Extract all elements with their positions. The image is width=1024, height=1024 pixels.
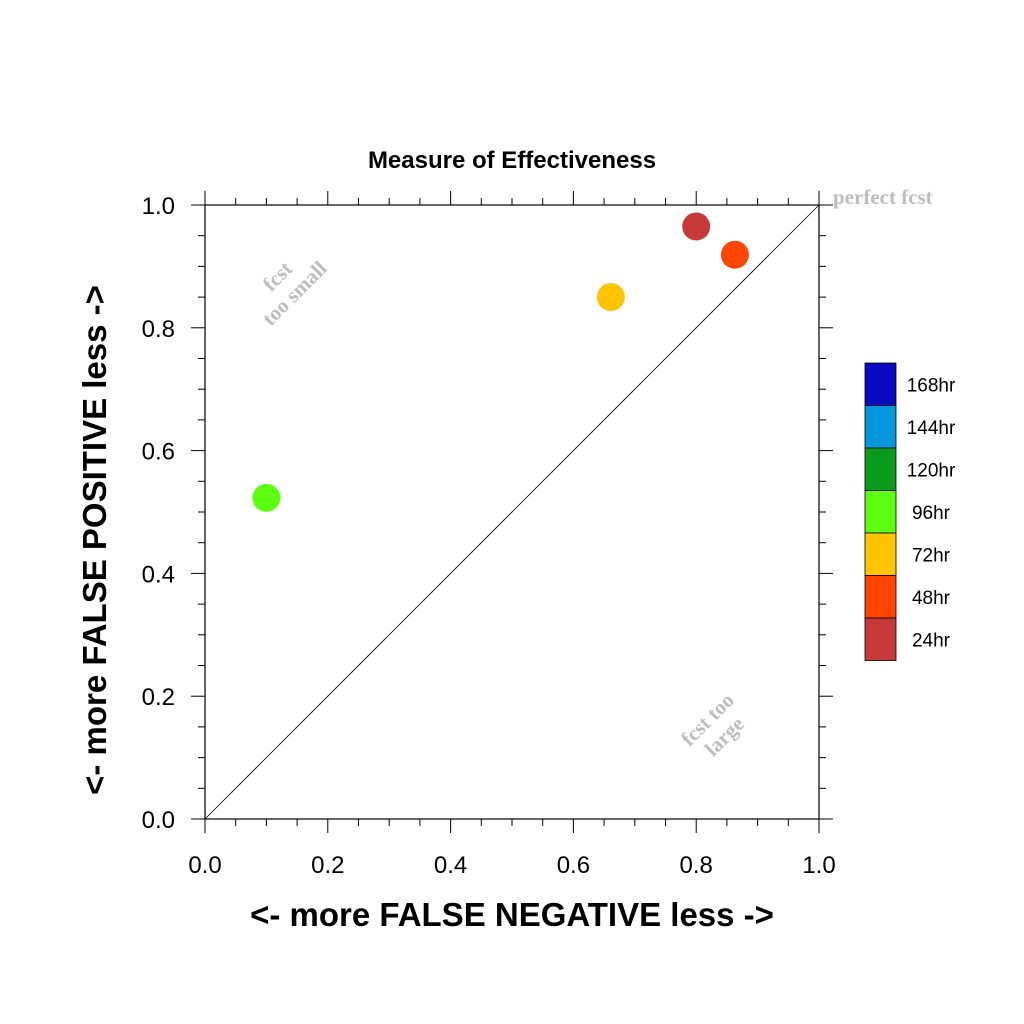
data-point-72hr bbox=[596, 283, 625, 312]
perfect-forecast-annotation: perfect fcst bbox=[833, 185, 933, 209]
legend-swatch-72hr bbox=[864, 532, 897, 576]
axis-ticks bbox=[191, 191, 833, 833]
x-tick-label: 0.6 bbox=[557, 852, 590, 879]
y-tick-label: 0.8 bbox=[142, 316, 175, 343]
too-small-annotation: fcst too small bbox=[257, 256, 331, 330]
y-tick-label: 0.2 bbox=[142, 684, 175, 711]
x-tick-label: 0.4 bbox=[434, 852, 467, 879]
data-points bbox=[252, 212, 749, 512]
chart-title: Measure of Effectiveness bbox=[368, 147, 656, 174]
data-point-48hr bbox=[720, 240, 749, 269]
x-tick-label: 0.2 bbox=[311, 852, 344, 879]
legend-swatch-120hr bbox=[864, 447, 897, 491]
legend-swatch-48hr bbox=[864, 575, 897, 619]
legend-label: 72hr bbox=[912, 545, 951, 566]
y-axis-label: <- more FALSE POSITIVE less -> bbox=[76, 285, 113, 795]
legend-label: 24hr bbox=[912, 630, 951, 651]
data-point-24hr bbox=[682, 212, 711, 241]
x-axis-label: <- more FALSE NEGATIVE less -> bbox=[250, 896, 774, 933]
legend-label: 48hr bbox=[912, 588, 951, 609]
x-tick-label: 0.8 bbox=[680, 852, 713, 879]
data-point-96hr bbox=[252, 483, 281, 512]
too-large-annotation: fcst too large bbox=[676, 688, 749, 761]
legend-label: 144hr bbox=[907, 418, 956, 439]
y-tick-label: 0.0 bbox=[142, 807, 175, 834]
legend-swatch-144hr bbox=[864, 405, 897, 449]
legend-swatch-24hr bbox=[864, 617, 897, 661]
legend-label: 168hr bbox=[907, 375, 956, 396]
y-tick-label: 0.4 bbox=[142, 561, 175, 588]
y-tick-label: 0.6 bbox=[142, 439, 175, 466]
y-tick-label: 1.0 bbox=[142, 193, 175, 220]
legend: 168hr 144hr 120hr 96hr 72hr 48hr 24hr bbox=[864, 362, 956, 661]
x-tick-label: 0.0 bbox=[188, 852, 221, 879]
x-tick-label: 1.0 bbox=[802, 852, 835, 879]
legend-swatch-168hr bbox=[864, 362, 897, 406]
legend-label: 120hr bbox=[907, 460, 956, 481]
reference-diagonal-line bbox=[204, 204, 820, 820]
legend-label: 96hr bbox=[912, 503, 951, 524]
axis-tick-labels: 0.0 0.2 0.4 0.6 0.8 1.0 0.0 0.2 0.4 0.6 0.8 1.0 bbox=[142, 193, 836, 879]
legend-swatch-96hr bbox=[864, 490, 897, 534]
